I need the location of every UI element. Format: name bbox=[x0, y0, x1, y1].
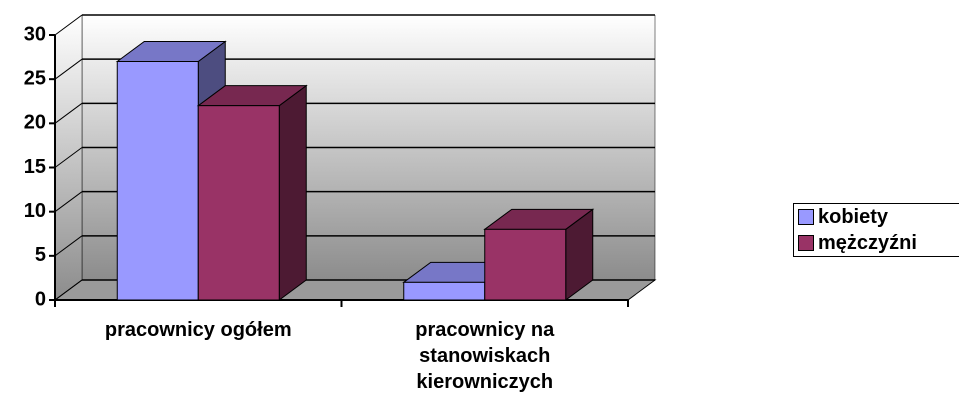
y-tick-label: 5 bbox=[35, 244, 46, 266]
legend-label: mężczyźni bbox=[818, 231, 917, 254]
x-tick-label: pracownicy ogółem bbox=[104, 319, 292, 341]
legend-swatch bbox=[798, 209, 814, 225]
y-tick-label: 20 bbox=[24, 112, 46, 134]
bar-front bbox=[116, 61, 199, 301]
grid-line bbox=[54, 279, 83, 301]
legend-item: mężczyźni bbox=[794, 230, 959, 256]
y-tick-label: 25 bbox=[24, 67, 46, 89]
y-tick-label: 0 bbox=[35, 288, 46, 310]
y-tick-label: 10 bbox=[24, 200, 46, 222]
bar bbox=[196, 84, 308, 301]
legend: kobiety mężczyźni bbox=[793, 203, 959, 257]
legend-item: kobiety bbox=[794, 204, 959, 230]
y-tick-label: 30 bbox=[24, 23, 46, 45]
bar-front bbox=[484, 228, 567, 301]
bar-front bbox=[403, 281, 486, 301]
grid-line bbox=[54, 58, 83, 80]
legend-swatch bbox=[798, 235, 814, 251]
bar bbox=[483, 208, 595, 301]
grid-line bbox=[54, 147, 83, 168]
grid-line bbox=[54, 102, 83, 124]
bar-side bbox=[278, 84, 307, 301]
grid-line bbox=[54, 235, 83, 257]
legend-label: kobiety bbox=[818, 205, 889, 228]
bar-front bbox=[197, 105, 280, 301]
x-tick-label: pracownicy na stanowiskach kierowniczych bbox=[415, 319, 555, 393]
grid-line bbox=[54, 191, 83, 213]
grid-line bbox=[54, 14, 83, 36]
y-tick-label: 15 bbox=[24, 156, 46, 178]
